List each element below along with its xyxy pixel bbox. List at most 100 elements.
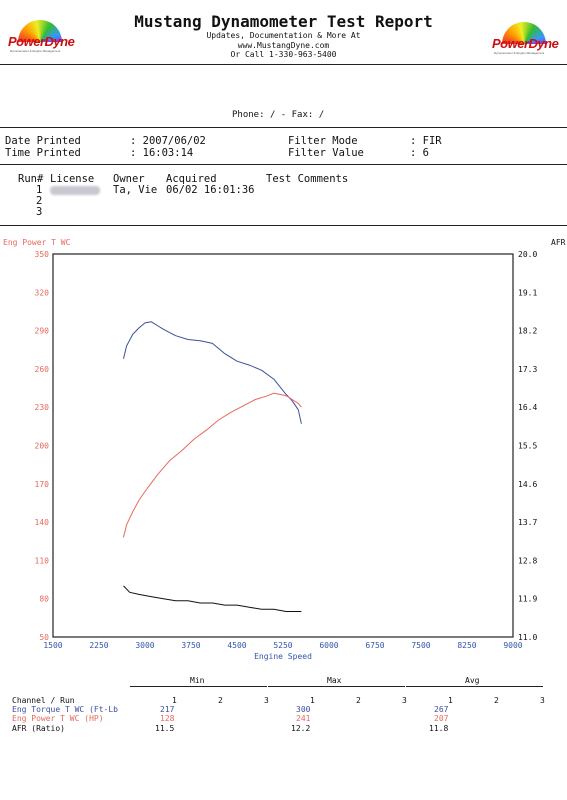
runs-header-run: Run# <box>18 173 44 185</box>
x-axis-title: Engine Speed <box>254 652 312 661</box>
left-tick-label: 110 <box>35 556 50 565</box>
right-tick-label: 19.1 <box>518 288 537 297</box>
torque-line <box>123 321 302 424</box>
summary-row-afr-avg: 11.8 <box>429 724 449 733</box>
summary-run-col: 1 <box>310 696 315 705</box>
channel-run-header: Channel / Run <box>12 696 75 705</box>
series-lines <box>123 321 302 612</box>
summary-row-torque-name: Eng Torque T WC (Ft-Lb <box>12 705 118 714</box>
min-group-rule <box>130 686 267 687</box>
divider <box>0 127 567 128</box>
max-group-header: Max <box>327 676 342 685</box>
right-tick-label: 12.8 <box>518 556 537 565</box>
right-tick-label: 11.9 <box>518 595 537 604</box>
right-tick-label: 11.0 <box>518 633 537 642</box>
summary-row-afr-min: 11.5 <box>155 724 175 733</box>
runs-header-owner: Owner <box>113 173 145 185</box>
avg-group-header: Avg <box>465 676 480 685</box>
x-tick-label: 9000 <box>503 641 522 650</box>
divider <box>0 64 567 65</box>
runs-header-acquired: Acquired <box>166 173 217 185</box>
summary-run-col: 2 <box>356 696 361 705</box>
divider <box>0 164 567 165</box>
filter-mode-label: Filter Mode <box>288 135 358 147</box>
x-tick-label: 5250 <box>273 641 292 650</box>
right-axis-title: AFR <box>551 238 566 247</box>
left-tick-label: 200 <box>35 442 50 451</box>
filter-value-value: : 6 <box>410 147 429 159</box>
left-axis-title: Eng Power T WC <box>3 238 71 247</box>
summary-run-col: 3 <box>402 696 407 705</box>
left-tick-label: 320 <box>35 288 50 297</box>
plot-frame <box>52 253 514 638</box>
phone-fax-line: Phone: / - Fax: / <box>232 110 324 120</box>
license-redacted <box>50 186 100 195</box>
max-group-rule <box>268 686 405 687</box>
right-tick-label: 15.5 <box>518 442 537 451</box>
min-group-header: Min <box>190 676 205 685</box>
x-tick-label: 3750 <box>181 641 200 650</box>
header-line-1: Updates, Documentation & More At <box>206 31 361 40</box>
afr-line <box>123 585 302 612</box>
summary-row-torque-min: 217 <box>160 705 175 714</box>
summary-row-torque-avg: 267 <box>434 705 449 714</box>
runs-header-license: License <box>50 173 95 185</box>
summary-row-torque-max: 300 <box>296 705 311 714</box>
run-number: 2 <box>36 195 43 207</box>
run-acquired: 06/02 16:01:36 <box>166 184 255 196</box>
right-tick-label: 13.7 <box>518 518 537 527</box>
summary-row-afr-max: 12.2 <box>291 724 311 733</box>
x-tick-label: 6000 <box>319 641 338 650</box>
x-tick-label: 7500 <box>411 641 430 650</box>
left-tick-label: 50 <box>39 633 49 642</box>
powerdyne-logo-right: PowerDyne Dynamometer & Engine Managemen… <box>488 22 559 56</box>
powerdyne-logo-left: PowerDyne Dynamometer & Engine Managemen… <box>4 20 75 54</box>
run-number: 1 <box>36 184 43 196</box>
rainbow-arc-icon <box>18 20 62 42</box>
x-tick-label: 6750 <box>365 641 384 650</box>
left-tick-label: 230 <box>35 403 50 412</box>
x-tick-labels: 1500 2250 3000 3750 4500 5250 6000 6750 7500 8250… <box>43 641 522 650</box>
header-line-2: www.MustangDyne.com <box>237 41 330 50</box>
run-number: 3 <box>36 206 43 218</box>
right-tick-label: 14.6 <box>518 480 537 489</box>
logo-tagline: Dynamometer & Engine Management <box>494 51 545 55</box>
runs-header-comments: Test Comments <box>266 173 349 185</box>
summary-row-power-max: 241 <box>296 714 311 723</box>
x-tick-label: 8250 <box>457 641 476 650</box>
summary-row-afr-name: AFR (Ratio) <box>12 724 65 733</box>
x-tick-label: 4500 <box>227 641 246 650</box>
left-tick-labels: 350 320 290 260 230 200 170 140 110 80 50 <box>35 250 50 642</box>
logo-word: PowerDyne <box>492 36 559 51</box>
time-printed-label: Time Printed <box>5 147 81 159</box>
summary-run-col: 3 <box>264 696 269 705</box>
fax-label: - Fax: <box>280 110 314 120</box>
phone-label: Phone: <box>232 110 265 120</box>
summary-row-power-min: 128 <box>160 714 175 723</box>
rainbow-arc-icon <box>502 22 546 44</box>
summary-run-col: 1 <box>448 696 453 705</box>
summary-run-col: 3 <box>540 696 545 705</box>
summary-row-power-name: Eng Power T WC (HP) <box>12 714 104 723</box>
left-tick-label: 80 <box>39 595 49 604</box>
left-tick-label: 290 <box>35 327 50 336</box>
right-tick-label: 20.0 <box>518 250 537 259</box>
right-tick-label: 17.3 <box>518 365 537 374</box>
run-owner: Ta, Vie <box>113 184 158 196</box>
summary-run-col: 2 <box>494 696 499 705</box>
right-tick-label: 18.2 <box>518 327 537 336</box>
x-tick-label: 1500 <box>43 641 62 650</box>
left-tick-label: 350 <box>35 250 50 259</box>
fax-value: / <box>318 110 325 120</box>
filter-value-label: Filter Value <box>288 147 364 159</box>
left-tick-label: 260 <box>35 365 50 374</box>
logo-word: PowerDyne <box>8 34 75 49</box>
x-tick-label: 3000 <box>135 641 154 650</box>
right-tick-label: 16.4 <box>518 403 537 412</box>
summary-run-col: 2 <box>218 696 223 705</box>
summary-run-col: 1 <box>172 696 177 705</box>
divider <box>0 225 567 226</box>
time-printed-value: : 16:03:14 <box>130 147 194 159</box>
report-title: Mustang Dynamometer Test Report <box>134 12 433 31</box>
date-printed-label: Date Printed <box>5 135 81 147</box>
